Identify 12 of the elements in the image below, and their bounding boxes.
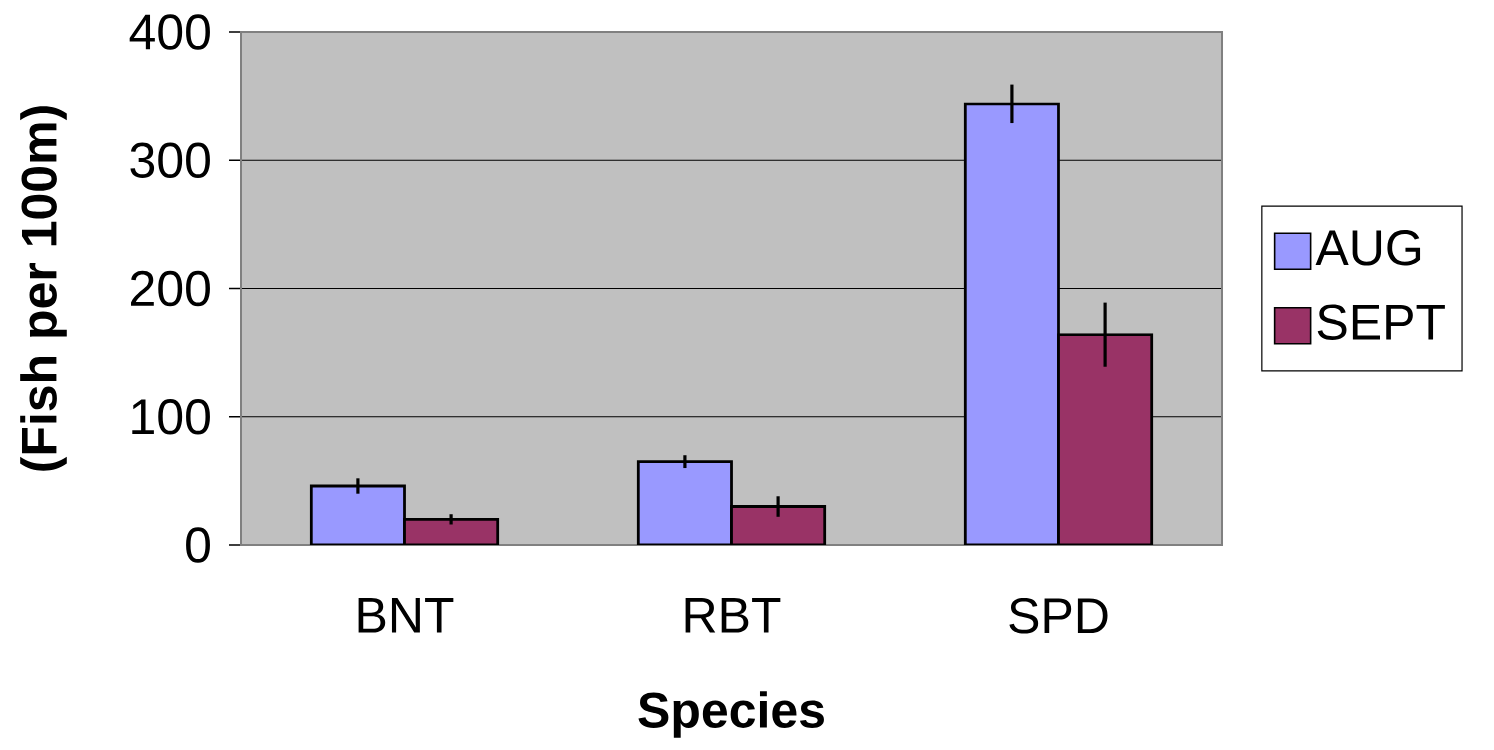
y-tick-label: 400 [129,14,210,50]
x-axis-title: Species [638,691,824,738]
x-tick-label: SPD [1009,598,1108,634]
x-tick-label: RBT [685,598,781,633]
x-tick-label: BNT [358,598,454,633]
legend-label: AUG [1315,230,1421,266]
y-tick-label: 200 [131,270,210,307]
y-tick-label: 100 [132,399,210,435]
y-tick-label: 300 [130,142,210,178]
legend-label: SEPT [1317,304,1445,340]
y-tick-label: 0 [186,527,210,563]
y-axis-title: (Fish per 100m) [20,106,67,471]
